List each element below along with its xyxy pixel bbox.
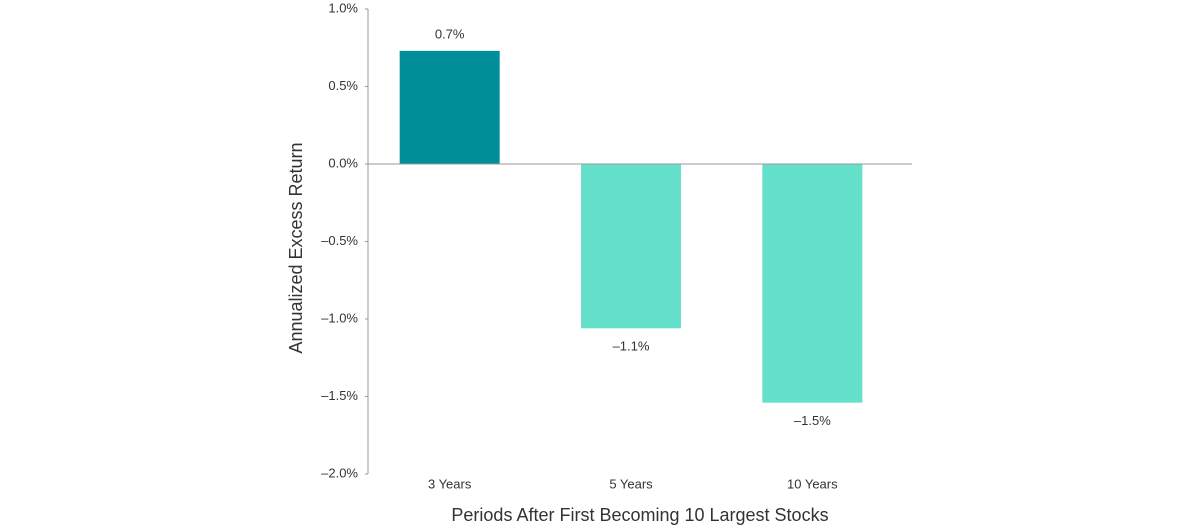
y-axis-title: Annualized Excess Return — [286, 142, 306, 353]
y-tick-label: –1.0% — [321, 310, 358, 325]
x-axis-title: Periods After First Becoming 10 Largest … — [451, 505, 828, 525]
y-tick-label: –1.5% — [321, 388, 358, 403]
y-tick-label: 0.0% — [328, 155, 358, 170]
x-tick-label: 10 Years — [787, 476, 838, 491]
data-label: 0.7% — [435, 26, 465, 41]
data-label: –1.1% — [613, 339, 650, 354]
y-tick-label: 1.0% — [328, 0, 358, 15]
x-tick-label: 5 Years — [609, 476, 653, 491]
bar — [762, 164, 863, 403]
x-tick-label: 3 Years — [428, 476, 472, 491]
y-tick-label: –2.0% — [321, 465, 358, 480]
y-tick-label: 0.5% — [328, 78, 358, 93]
bar — [581, 164, 681, 329]
bar — [399, 50, 500, 164]
y-tick-label: –0.5% — [321, 233, 358, 248]
data-label: –1.5% — [794, 413, 831, 428]
